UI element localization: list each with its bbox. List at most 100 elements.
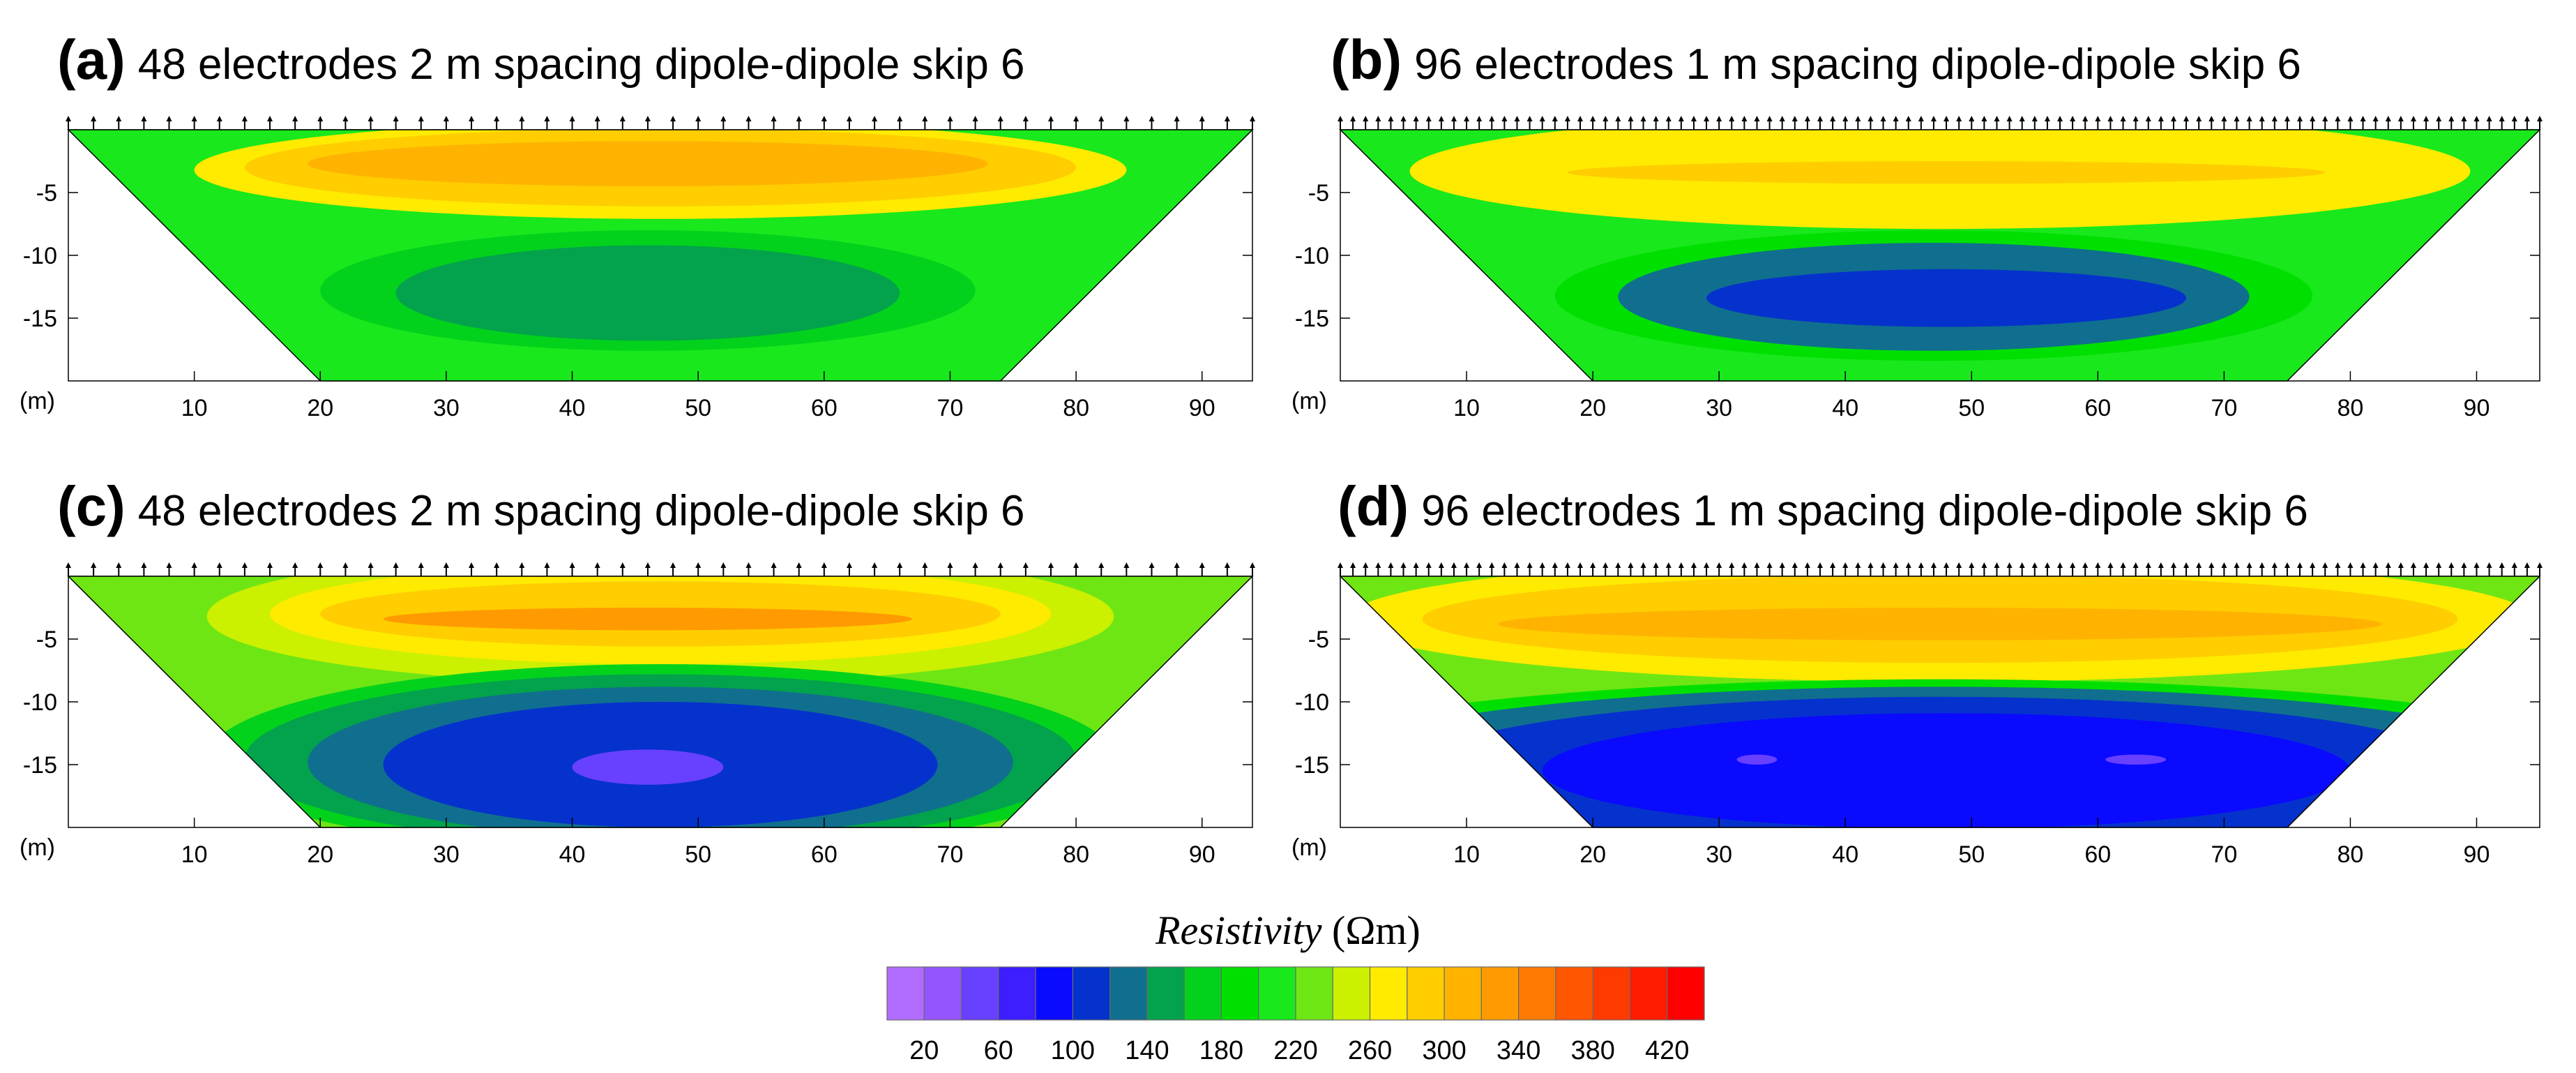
electrode-marker (897, 562, 903, 576)
electrode-marker (1842, 562, 1849, 576)
section-plot-3: 10 20 30 40 50 60 70 80 90 -5 -10 -15 (m) (1291, 562, 2543, 868)
electrode-marker (1149, 562, 1155, 576)
x-tick-label: 70 (2211, 841, 2237, 868)
x-tick-label: 20 (307, 395, 333, 421)
electrode-marker (66, 562, 71, 576)
colorbar-swatch (1146, 966, 1185, 1021)
electrode-marker (2347, 562, 2354, 576)
colorbar-tick-label: 220 (1273, 1036, 1317, 1065)
y-tick-label: -5 (36, 180, 57, 207)
electrode-marker (2372, 562, 2379, 576)
resistivity-band-3 (383, 608, 913, 631)
electrode-marker (2259, 562, 2265, 576)
electrode-marker (2271, 116, 2278, 130)
electrode-marker (1564, 116, 1570, 130)
electrode-marker (745, 562, 752, 576)
y-tick-label: -5 (1308, 626, 1329, 653)
electrode-marker (2448, 562, 2455, 576)
colorbar-swatch (923, 966, 962, 1021)
electrode-marker (1969, 116, 1975, 130)
electrode-marker (317, 116, 324, 130)
electrode-marker (91, 562, 97, 576)
electrode-marker (393, 116, 399, 130)
electrode-marker (2031, 116, 2038, 130)
resistivity-fill (68, 130, 1252, 381)
electrode-marker (1438, 562, 1444, 576)
electrode-marker (2423, 562, 2430, 576)
electrode-marker (2511, 116, 2517, 130)
electrode-marker (519, 116, 525, 130)
panel-b-title: (b) 96 electrodes 1 m spacing dipole-dipo… (1331, 28, 2301, 92)
electrode-marker (1514, 562, 1520, 576)
electrode-marker (1791, 562, 1798, 576)
electrode-marker (1073, 116, 1079, 130)
electrode-marker (2284, 116, 2290, 130)
electrode-marker (1918, 562, 1924, 576)
electrode-marker (1350, 116, 1356, 130)
electrode-marker (2234, 116, 2240, 130)
electrode-marker (494, 116, 500, 130)
electrode-marker (1690, 116, 1697, 130)
electrode-marker (393, 562, 399, 576)
electrode-marker (846, 116, 852, 130)
x-tick-label: 70 (937, 841, 964, 868)
y-tick-label: -15 (23, 752, 57, 779)
electrode-marker (2070, 562, 2076, 576)
electrode-marker (1149, 116, 1155, 130)
electrode-marker (1224, 116, 1230, 130)
electrode-marker (2031, 562, 2038, 576)
electrode-marker (1250, 116, 1255, 130)
electrode-marker (1817, 116, 1823, 130)
x-tick-label: 60 (2084, 841, 2111, 868)
electrode-marker (2095, 562, 2101, 576)
electrode-marker (1400, 116, 1407, 130)
electrode-marker (2284, 562, 2290, 576)
x-tick-label: 10 (1453, 841, 1480, 868)
x-tick-label: 20 (1579, 395, 1606, 421)
electrode-marker (1867, 116, 1874, 130)
electrode-marker (821, 116, 827, 130)
electrode-marker (469, 562, 475, 576)
electrode-marker (2297, 562, 2303, 576)
electrode-marker (2499, 562, 2505, 576)
electrode-marker (695, 116, 702, 130)
electrode-marker (1704, 562, 1710, 576)
electrode-marker (1969, 562, 1975, 576)
x-tick-label: 90 (1189, 395, 1215, 421)
electrode-marker (1956, 116, 1962, 130)
electrode-marker (2385, 562, 2391, 576)
electrode-marker (368, 116, 374, 130)
axis-unit-label: (m) (20, 388, 55, 414)
colorbar-swatch (1407, 966, 1445, 1021)
y-tick-label: -10 (23, 243, 57, 269)
colorbar-swatch (1444, 966, 1482, 1021)
electrode-marker (1994, 562, 2000, 576)
electrode-marker (2335, 116, 2341, 130)
electrode-marker (1577, 562, 1583, 576)
electrode-marker (2019, 562, 2025, 576)
electrode-marker (2385, 116, 2391, 130)
electrode-marker (2057, 116, 2063, 130)
electrode-marker (267, 116, 273, 130)
electrode-marker (1729, 562, 1735, 576)
electrode-marker (1199, 116, 1205, 130)
resistivity-band-8 (2105, 754, 2167, 765)
electrode-marker (116, 116, 122, 130)
electrode-marker (1047, 562, 1054, 576)
electrode-marker (1779, 562, 1785, 576)
colorbar-tick-label: 140 (1125, 1036, 1169, 1065)
electrode-marker (1375, 562, 1381, 576)
electrode-marker (368, 562, 374, 576)
panel-d-letter: (d) (1338, 475, 1409, 537)
resistivity-fill (1340, 130, 2540, 381)
electrode-marker (1704, 116, 1710, 130)
electrode-marker (2397, 562, 2404, 576)
x-tick-label: 40 (559, 841, 586, 868)
electrode-marker (1665, 116, 1672, 130)
colorbar-swatch (886, 966, 925, 1021)
colorbar-swatch (1295, 966, 1333, 1021)
electrode-marker (2208, 562, 2215, 576)
section-outline (67, 576, 1254, 828)
x-tick-label: 60 (811, 841, 838, 868)
x-tick-label: 10 (181, 841, 208, 868)
